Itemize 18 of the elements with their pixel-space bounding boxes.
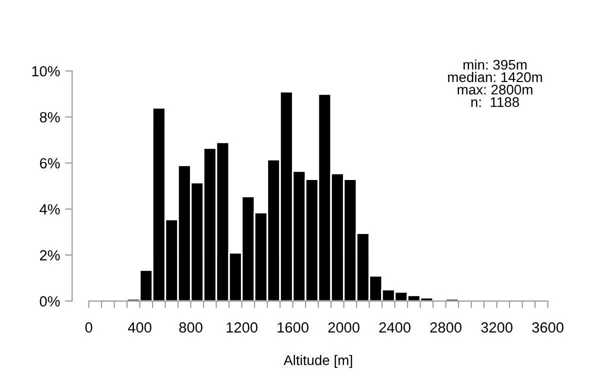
- x-tick-label: 2000: [328, 322, 360, 333]
- x-tick-label: 400: [128, 322, 152, 333]
- x-tick-label: 1600: [278, 322, 308, 333]
- y-tick-label: 8%: [40, 112, 60, 122]
- x-tick-label: 3600: [532, 322, 564, 333]
- annotation: min: 395m median: 1420m max: 2800m n: 1188: [448, 59, 542, 108]
- y-tick-label: 10%: [32, 66, 60, 76]
- x-tick-label: 2400: [379, 322, 410, 333]
- x-tick-label: 1200: [226, 322, 258, 333]
- x-axis-title: Altitude [m]: [284, 354, 352, 368]
- x-tick-label: 0: [85, 322, 92, 333]
- y-tick-label: 0%: [40, 296, 60, 307]
- y-tick-label: 6%: [40, 158, 60, 168]
- x-tick-label: 800: [179, 322, 202, 333]
- x-tick-label: 2800: [430, 322, 462, 333]
- x-tick-label: 3200: [481, 322, 512, 333]
- y-tick-label: 2%: [40, 250, 60, 260]
- y-tick-label: 4%: [40, 204, 60, 214]
